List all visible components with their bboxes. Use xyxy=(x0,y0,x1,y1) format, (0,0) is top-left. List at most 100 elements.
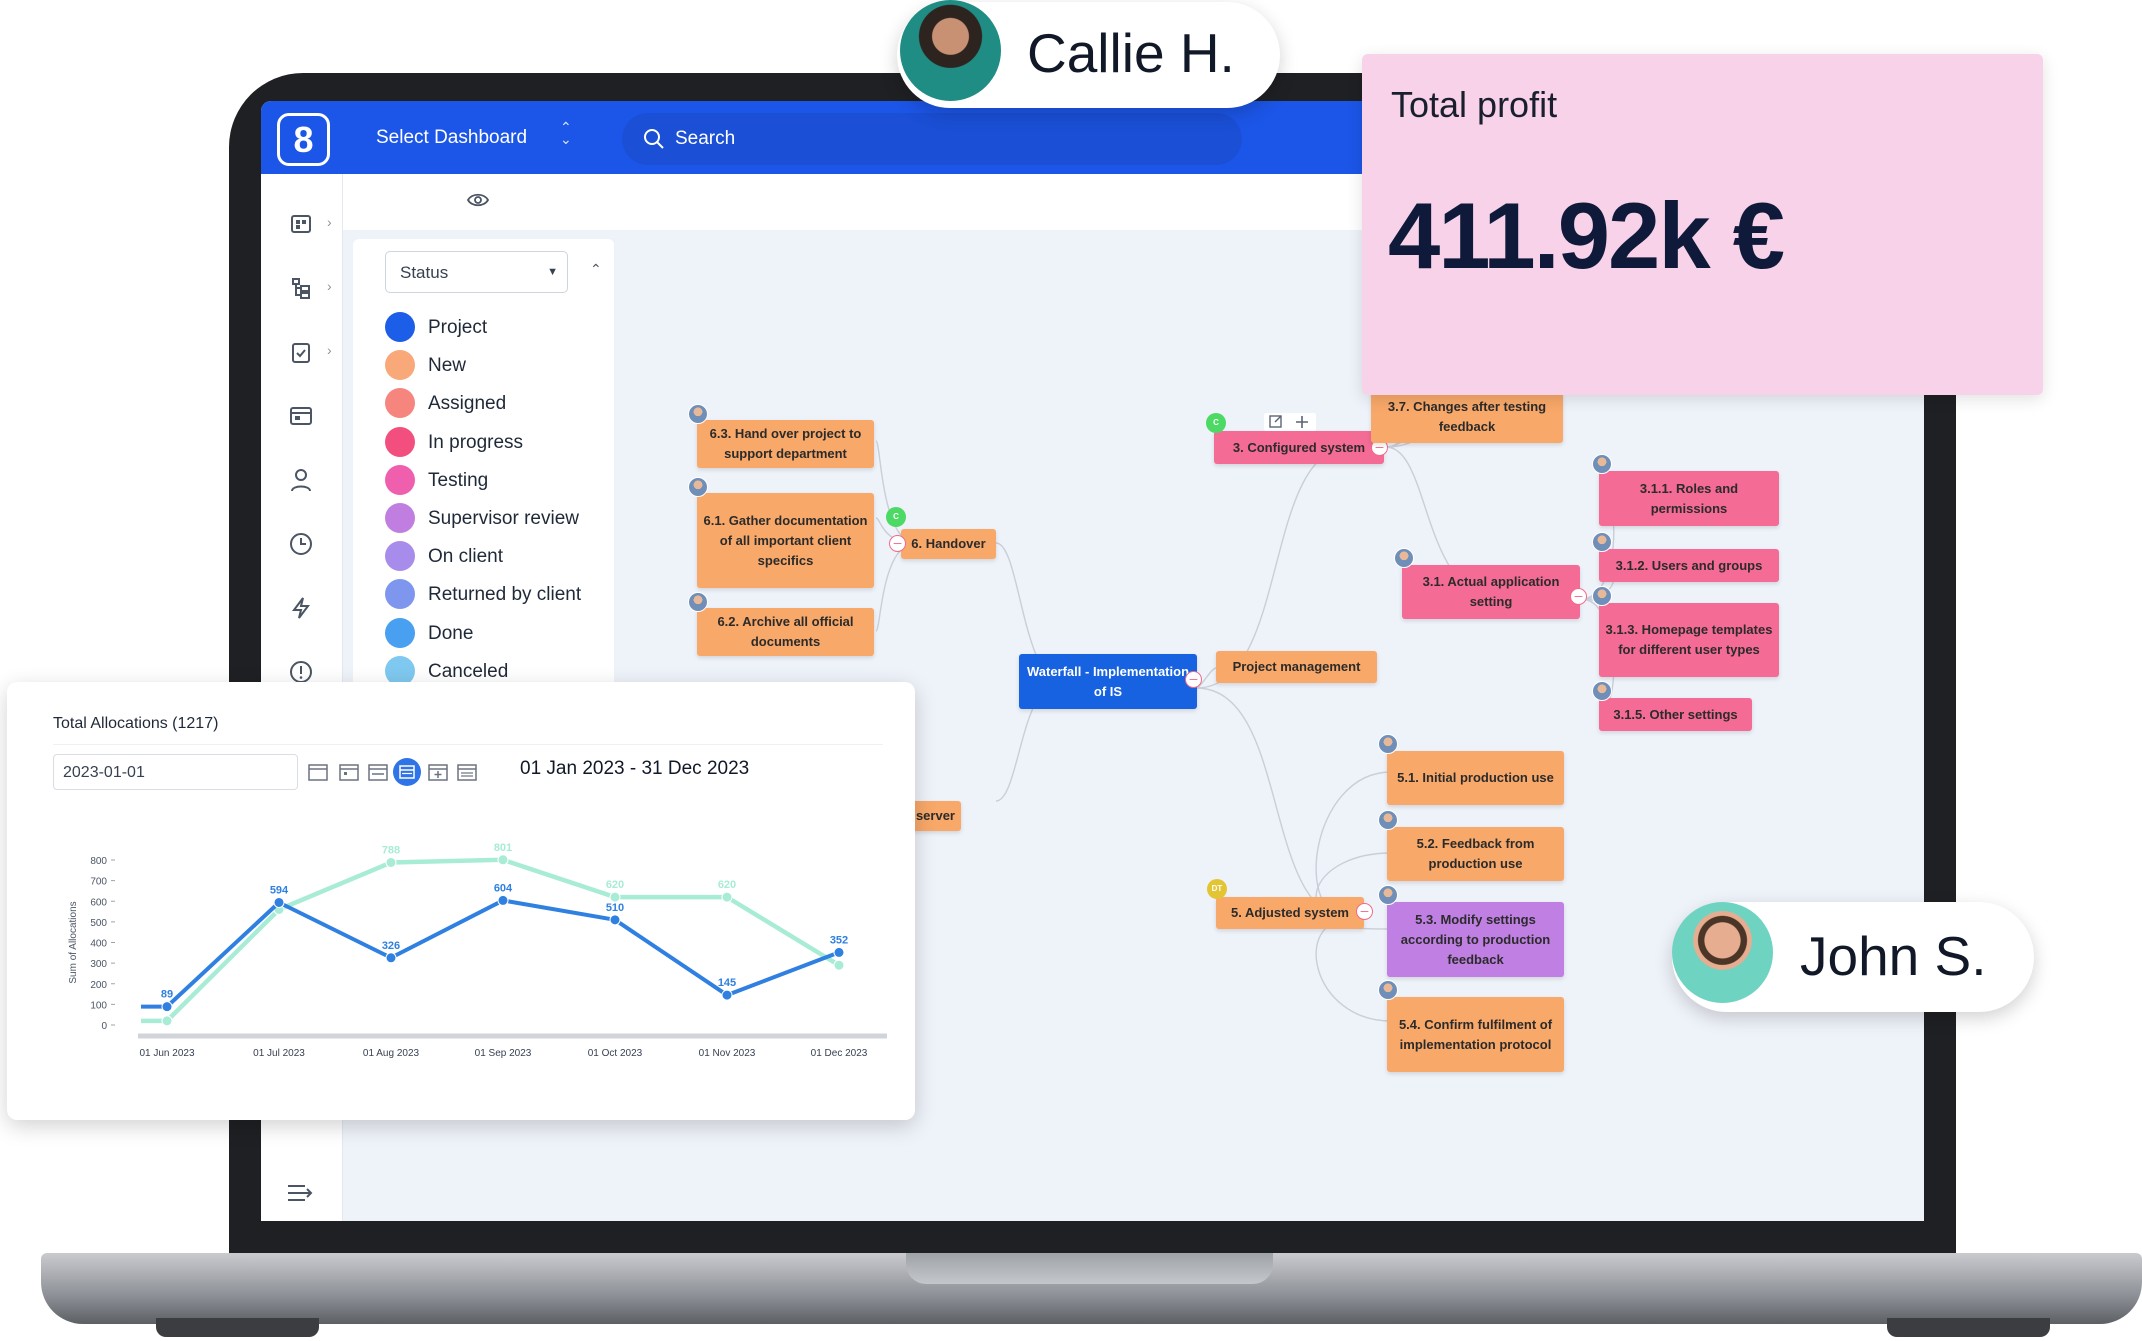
node-5-2[interactable]: 5.2. Feedback from production use xyxy=(1387,827,1564,881)
status-color-dot xyxy=(385,655,415,686)
node-6-1[interactable]: 6.1. Gather documentation of all importa… xyxy=(697,493,874,588)
assignee-avatar xyxy=(1378,810,1398,830)
y-tick-label: 0 xyxy=(101,1021,107,1032)
node-project-management[interactable]: Project management xyxy=(1216,651,1377,683)
node-root[interactable]: Waterfall - Implementation of IS xyxy=(1019,654,1197,709)
y-tick-label: 300 xyxy=(90,959,107,970)
collapse-icon[interactable]: – xyxy=(1356,903,1373,920)
user-icon[interactable] xyxy=(288,467,314,493)
eye-icon[interactable] xyxy=(466,190,490,210)
data-point xyxy=(497,854,509,866)
allocations-card: Total Allocations (1217) 2023-01-01 01 J… xyxy=(7,682,915,1120)
plus-icon[interactable] xyxy=(1296,416,1308,428)
assignee-avatar xyxy=(1394,548,1414,568)
clipboard-check-icon[interactable] xyxy=(288,339,314,365)
y-tick-label: 100 xyxy=(90,1000,107,1011)
assignee-avatar xyxy=(688,592,708,612)
clock-icon[interactable] xyxy=(288,531,314,557)
data-point xyxy=(161,1015,173,1027)
data-point xyxy=(273,896,285,908)
node-5-3[interactable]: 5.3. Modify settings according to produc… xyxy=(1387,902,1564,977)
node-5-adjusted-system[interactable]: 5. Adjusted system xyxy=(1216,897,1364,929)
data-point xyxy=(721,891,733,903)
calendar-icon[interactable] xyxy=(307,762,329,782)
chevron-right-icon[interactable]: › xyxy=(327,278,332,294)
status-color-dot xyxy=(385,503,415,533)
calendar-grid-icon[interactable] xyxy=(288,403,314,429)
allocations-line-chart: Sum of Allocations 0 100 200 300 400 500 600 700… xyxy=(68,842,887,1059)
caret-down-icon: ▼ xyxy=(547,266,558,278)
data-label: 620 xyxy=(718,879,736,891)
assignee-avatar xyxy=(1592,681,1612,701)
assignee-avatar xyxy=(1592,454,1612,474)
y-tick-label: 600 xyxy=(90,897,107,908)
john-name: John S. xyxy=(1800,925,1987,987)
status-color-dot xyxy=(385,579,415,610)
status-color-dot xyxy=(385,312,415,342)
y-axis-label: Sum of Allocations xyxy=(68,901,79,983)
hierarchy-icon[interactable] xyxy=(288,275,314,301)
status-option-label: Assigned xyxy=(428,393,507,415)
node-3-1-1[interactable]: 3.1.1. Roles and permissions xyxy=(1599,471,1779,526)
calendar-month-icon[interactable] xyxy=(393,758,421,786)
chevron-up-icon[interactable]: ⌃ xyxy=(590,261,602,277)
total-profit-title: Total profit xyxy=(1391,84,1558,125)
y-tick-label: 200 xyxy=(90,980,107,991)
edit-icon[interactable] xyxy=(1269,415,1282,428)
lightning-icon[interactable] xyxy=(288,595,314,621)
calendar-day-icon[interactable] xyxy=(338,762,360,782)
dashboard-icon[interactable] xyxy=(288,211,314,237)
x-tick-label: 01 Oct 2023 xyxy=(588,1048,643,1059)
calendar-year-icon[interactable] xyxy=(456,762,478,782)
node-3-configured-system[interactable]: 3. Configured system xyxy=(1214,431,1384,464)
y-tick-label: 500 xyxy=(90,918,107,929)
node-6-3[interactable]: 6.3. Hand over project to support depart… xyxy=(697,420,874,468)
data-label: 801 xyxy=(494,842,512,854)
node-3-1-3[interactable]: 3.1.3. Homepage templates for different … xyxy=(1599,603,1779,677)
status-option-label: Done xyxy=(428,622,474,644)
start-date-field[interactable]: 2023-01-01 xyxy=(53,754,298,790)
node-3-1[interactable]: 3.1. Actual application setting xyxy=(1402,565,1580,619)
node-6-handover[interactable]: 6. Handover xyxy=(901,529,996,559)
chevron-right-icon[interactable]: › xyxy=(327,214,332,230)
y-tick-label: 400 xyxy=(90,939,107,950)
y-tick-label: 800 xyxy=(90,856,107,867)
collapse-sidebar-icon[interactable] xyxy=(285,1180,317,1206)
edit-add-toolbar xyxy=(1264,413,1316,431)
john-avatar xyxy=(1672,902,1773,1003)
select-dashboard-label[interactable]: Select Dashboard xyxy=(376,127,528,148)
node-3-7[interactable]: 3.7. Changes after testing feedback xyxy=(1371,391,1563,443)
data-point xyxy=(833,946,845,958)
chevron-updown-icon[interactable]: ⌃ ⌄ xyxy=(560,119,572,147)
data-point xyxy=(497,894,509,906)
app-logo[interactable]: 8 xyxy=(277,113,330,166)
status-color-dot xyxy=(385,617,415,648)
node-3-1-5[interactable]: 3.1.5. Other settings xyxy=(1599,698,1752,731)
assignee-avatar xyxy=(1592,586,1612,606)
chevron-right-icon[interactable]: › xyxy=(327,342,332,358)
collapse-icon[interactable]: – xyxy=(1185,671,1202,688)
status-color-dot xyxy=(385,388,415,419)
status-option-label: Supervisor review xyxy=(428,508,579,529)
status-dropdown[interactable]: Status ▼ xyxy=(385,251,568,293)
calendar-add-icon[interactable] xyxy=(427,762,449,782)
data-point xyxy=(385,952,397,964)
status-option-label: Testing xyxy=(428,469,489,491)
collapse-icon[interactable]: – xyxy=(1570,588,1587,605)
calendar-week-icon[interactable] xyxy=(367,762,389,782)
assignee-avatar xyxy=(1592,532,1612,552)
collapse-icon[interactable]: – xyxy=(889,535,906,552)
x-tick-label: 01 Nov 2023 xyxy=(699,1048,756,1059)
data-label: 352 xyxy=(830,934,848,946)
node-5-1[interactable]: 5.1. Initial production use xyxy=(1387,751,1564,805)
data-point xyxy=(609,914,621,926)
node-6-2[interactable]: 6.2. Archive all official documents xyxy=(697,608,874,656)
series-line xyxy=(141,898,840,1009)
search-input[interactable]: Search xyxy=(622,113,1242,165)
allocations-title: Total Allocations (1217) xyxy=(53,715,219,732)
x-tick-label: 01 Sep 2023 xyxy=(475,1048,532,1059)
laptop-foot-right xyxy=(1887,1318,2050,1337)
callie-avatar xyxy=(900,0,1001,101)
node-5-4[interactable]: 5.4. Confirm fulfilment of implementatio… xyxy=(1387,997,1564,1072)
node-3-1-2[interactable]: 3.1.2. Users and groups xyxy=(1599,549,1779,582)
